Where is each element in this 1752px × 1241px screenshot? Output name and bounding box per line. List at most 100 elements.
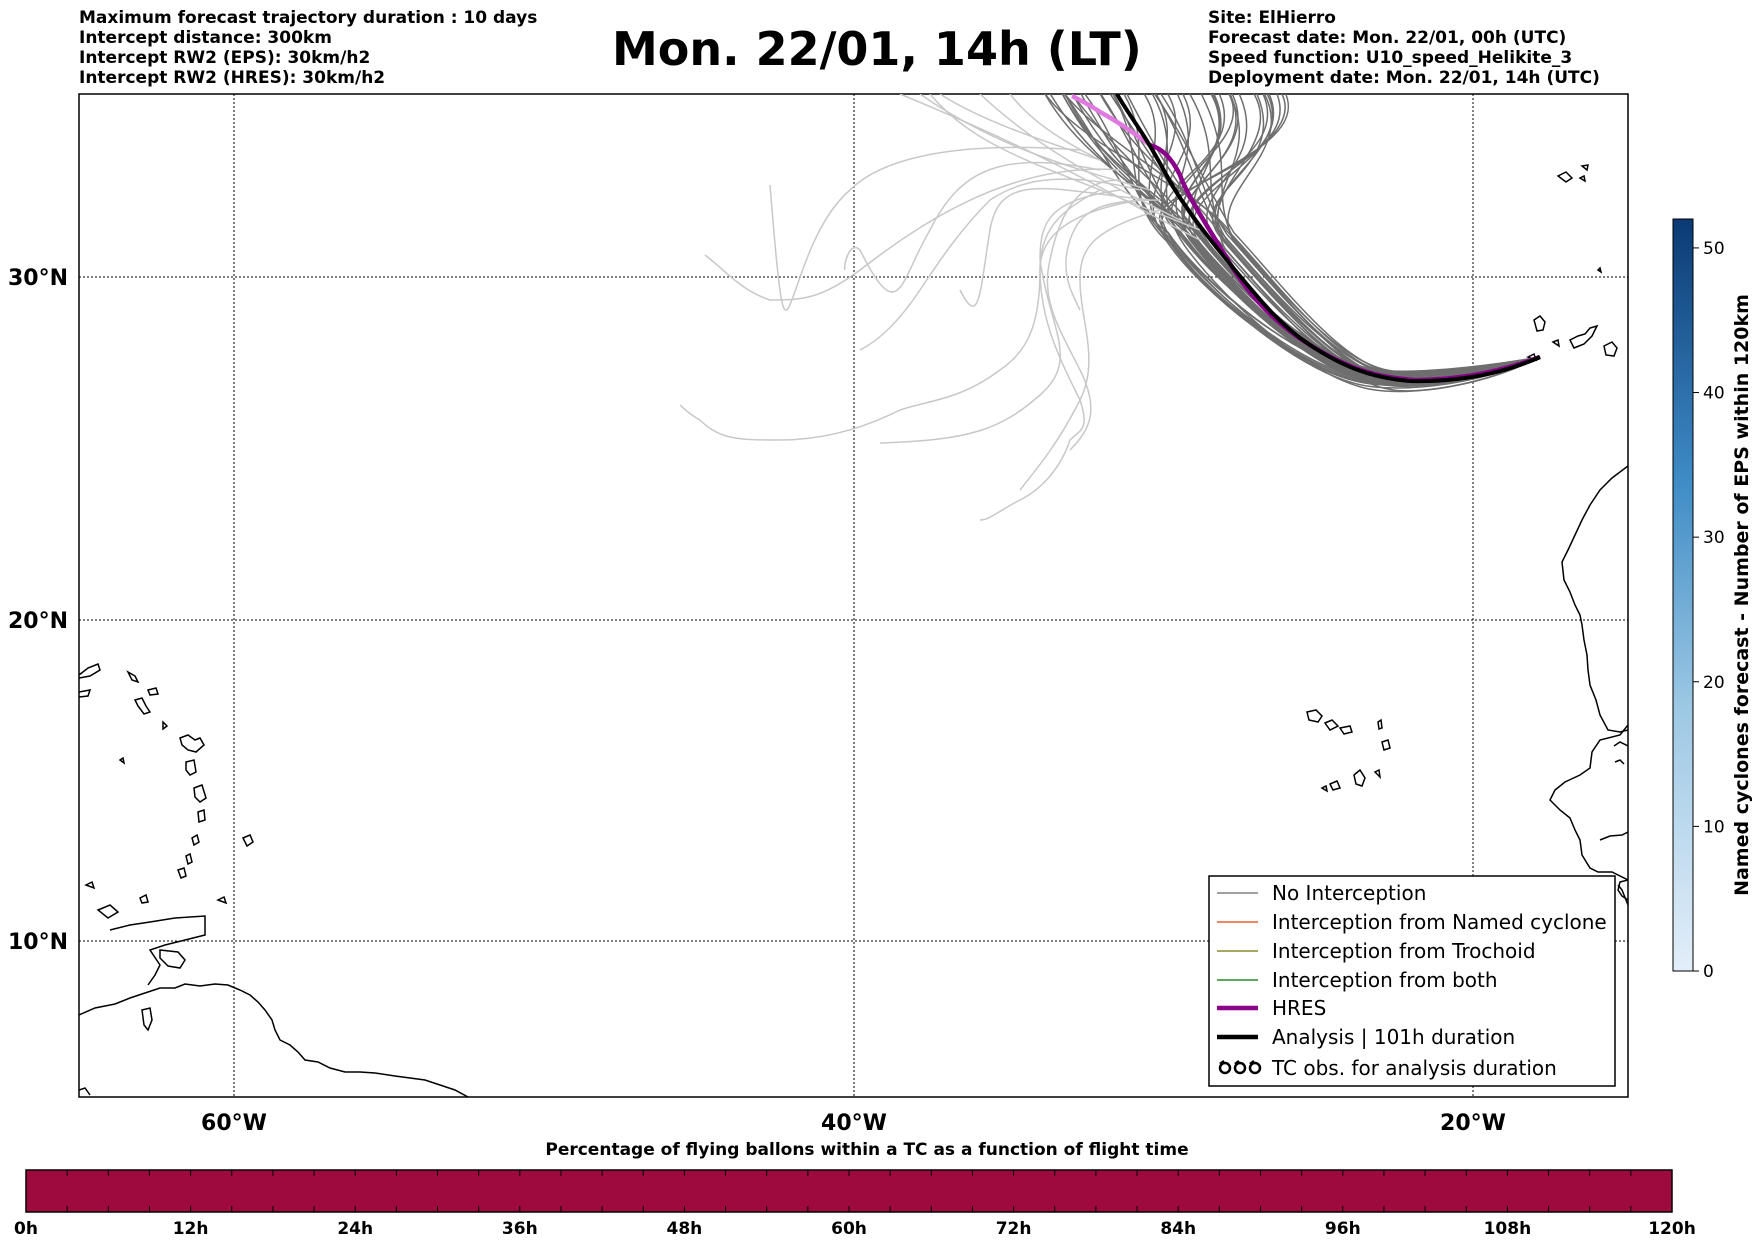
legend-label-tc-obs: TC obs. for analysis duration [1271, 1056, 1557, 1080]
coastline-canary-fuerteventura [1568, 324, 1599, 349]
site-parameters: Site: ElHierro Forecast date: Mon. 22/01… [1208, 8, 1600, 88]
trajectory-eps-light [859, 178, 1141, 351]
colorbar-tick-label: 40 [1703, 384, 1725, 404]
coastline-isle-e [1596, 266, 1603, 274]
coastline-isle-c [139, 893, 149, 904]
coastline-antilles-e [133, 697, 152, 715]
percentbar-tick-label: 96h [1325, 1219, 1361, 1239]
lon-label-20w: 20°W [1440, 1111, 1506, 1136]
percentbar-tick-label: 84h [1160, 1219, 1196, 1239]
trajectory-eps-light [1046, 179, 1121, 451]
percentbar-tick-label: 60h [831, 1219, 867, 1239]
legend-label-analysis: Analysis | 101h duration [1272, 1025, 1515, 1049]
coastline-antilles-a [79, 663, 101, 679]
gridlines [79, 94, 1628, 1097]
legend: No Interception Interception from Named … [1208, 875, 1616, 1087]
lat-label-20n: 20°N [8, 609, 68, 634]
info-line-duration: Maximum forecast trajectory duration : 1… [79, 8, 538, 28]
coastline-guinea-bissau [1599, 831, 1628, 841]
coastline-lake-maracaibo [79, 1087, 91, 1096]
info-line-rw2-hres: Intercept RW2 (HRES): 30km/h2 [79, 68, 386, 88]
coastline-africa [1561, 465, 1628, 733]
percentbar: Percentage of flying ballons within a TC… [14, 1140, 1696, 1239]
coastline-margarita [96, 904, 120, 919]
percentbar-tick-label: 72h [996, 1219, 1032, 1239]
trajectory-eps-dark [1063, 94, 1541, 374]
colorbar-tick-label: 10 [1703, 817, 1725, 837]
coastline-grenadines [185, 852, 193, 866]
coastline-africa-south [1549, 724, 1628, 881]
coastline-grenada [177, 867, 187, 879]
trajectory-analysis [1115, 94, 1541, 384]
trajectory-eps-light [939, 94, 1101, 161]
coastline-antilles-d [146, 687, 160, 696]
colorbar: 0 10 20 30 40 50 Named cyclones forecast - Nu… [1672, 218, 1752, 982]
colorbar-title: Named cyclones forecast - Number of EPS … [1731, 294, 1752, 896]
trajectory-eps-light [1009, 94, 1101, 161]
info-line-site: Site: ElHierro [1208, 8, 1336, 28]
trajectory-eps-light [959, 187, 1151, 307]
coastline-south-america [79, 983, 469, 1097]
info-line-rw2-eps: Intercept RW2 (EPS): 30km/h2 [79, 48, 371, 68]
lon-label-40w: 40°W [821, 1111, 887, 1136]
coastline-barbados [241, 834, 254, 848]
coastline-tobago [216, 895, 228, 905]
trajectory-eps-light [979, 94, 1181, 221]
trajectory-eps-dark [1182, 94, 1541, 386]
trajectory-eps-light [919, 94, 1151, 191]
percentbar-tick-label: 24h [337, 1219, 373, 1239]
coastline-cape-verde-maio [1373, 768, 1382, 780]
legend-label-both: Interception from both [1272, 968, 1498, 992]
lat-label-30n: 30°N [8, 266, 68, 291]
info-line-forecast-date: Forecast date: Mon. 22/01, 00h (UTC) [1208, 28, 1567, 48]
coastline-trinidad [159, 949, 186, 969]
legend-label-hres: HRES [1272, 996, 1326, 1020]
colorbar-tick-label: 20 [1703, 673, 1725, 693]
coastline-isle-d [141, 1007, 153, 1032]
legend-label-named-cyclone: Interception from Named cyclone [1272, 910, 1607, 934]
coastline-martinique [193, 784, 207, 803]
coastline-antilles-b [79, 689, 92, 698]
trajectory-eps-light [979, 189, 1101, 521]
coastline-antilles-c [126, 670, 140, 684]
coastlines [79, 164, 1628, 1097]
trajectory-eps-light [769, 146, 1081, 311]
trajectory-eps-light [879, 189, 1121, 444]
coastline-canary-gran [1533, 315, 1546, 332]
percentbar-tick-label: 48h [667, 1219, 703, 1239]
percentbar-fill [25, 1169, 1673, 1213]
lat-label-10n: 10°N [8, 930, 68, 955]
page-title: Mon. 22/01, 14h (LT) [612, 22, 1142, 76]
info-line-speed-function: Speed function: U10_speed_Helikite_3 [1208, 48, 1573, 68]
colorbar-tick-label: 30 [1703, 528, 1725, 548]
trajectories [679, 94, 1541, 521]
percentbar-tick-label: 120h [1648, 1219, 1696, 1239]
trajectory-eps-light [843, 161, 1101, 293]
forecast-parameters: Maximum forecast trajectory duration : 1… [79, 8, 537, 88]
percentbar-tick-label: 0h [14, 1219, 38, 1239]
tc-symbol-icon [1218, 1060, 1262, 1075]
percentbar-title: Percentage of flying ballons within a TC… [545, 1140, 1188, 1160]
coastline-st-vincent [191, 833, 200, 847]
lon-label-60w: 60°W [201, 1111, 267, 1136]
percentbar-tick-label: 108h [1484, 1219, 1532, 1239]
coastline-guadeloupe [179, 734, 205, 753]
coastline-cape-verde-boa-vista [1381, 739, 1391, 751]
info-line-deployment-date: Deployment date: Mon. 22/01, 14h (UTC) [1208, 68, 1600, 88]
colorbar-ticks: 0 10 20 30 40 50 [1693, 239, 1725, 982]
coastline-bissagos [1617, 879, 1628, 901]
coastline-dominica [185, 759, 197, 776]
percentbar-ticks: 0h 12h 24h 36h 48h 60h 72h 84h 96h 108h 120h [14, 1170, 1696, 1239]
colorbar-tick-label: 0 [1703, 962, 1714, 982]
percentbar-tick-label: 12h [173, 1219, 209, 1239]
colorbar-tick-label: 50 [1703, 239, 1725, 259]
trajectory-eps-light [1065, 199, 1161, 311]
percentbar-tick-label: 36h [502, 1219, 538, 1239]
coastline-paria [109, 915, 206, 986]
coastline-canary-tenerife [1551, 338, 1561, 348]
legend-label-trochoid: Interception from Trochoid [1272, 939, 1536, 963]
coastline-cape-verde-santo-antao [1306, 709, 1323, 723]
trajectory-eps-light [1019, 209, 1161, 491]
coastline-cape-verde-santiago [1353, 768, 1366, 787]
legend-label-no-interception: No Interception [1272, 881, 1426, 905]
